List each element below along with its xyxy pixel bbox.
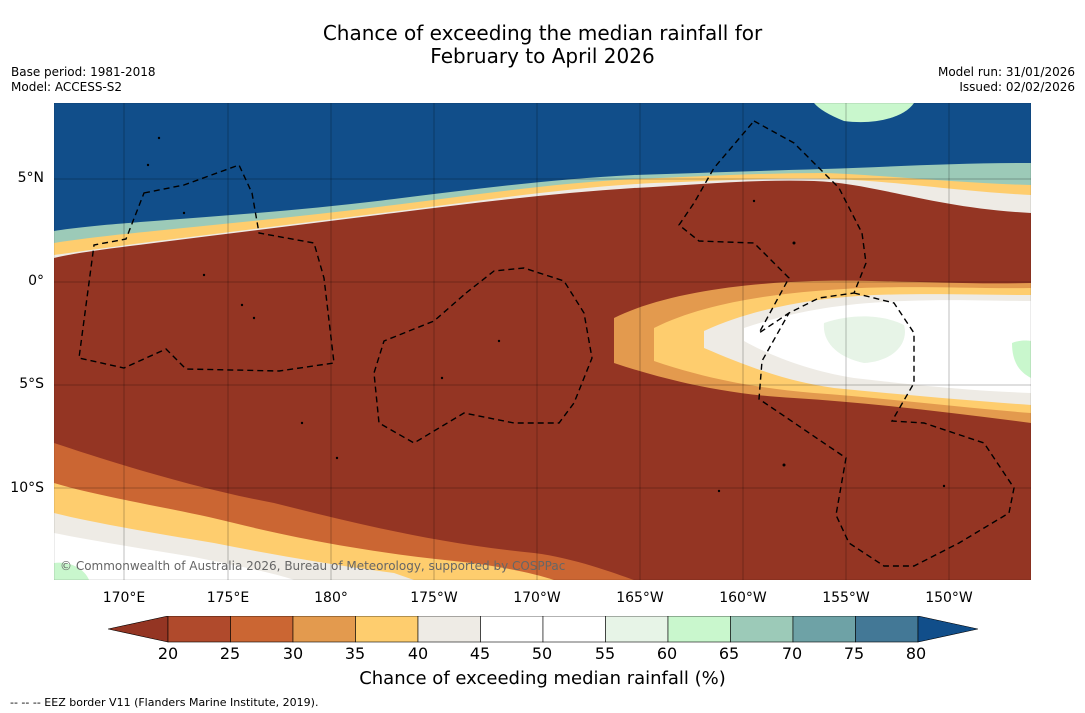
colorbar-segment bbox=[730, 616, 794, 643]
lon-label-175w: 175°W bbox=[410, 590, 458, 606]
colorbar-segment bbox=[355, 616, 419, 643]
colorbar-segment bbox=[167, 616, 231, 643]
colorbar-segment bbox=[417, 616, 481, 643]
colorbar-tick: 75 bbox=[843, 644, 865, 663]
lon-label-160w: 160°W bbox=[719, 590, 767, 606]
lon-label-155w: 155°W bbox=[822, 590, 870, 606]
colorbar-tick: 50 bbox=[531, 644, 553, 663]
lon-label-180: 180° bbox=[314, 590, 348, 606]
colorbar-tick: 25 bbox=[219, 644, 241, 663]
lat-label-5s: 5°S bbox=[19, 376, 44, 392]
lon-label-150w: 150°W bbox=[925, 590, 973, 606]
southwest-white-core bbox=[54, 533, 294, 580]
colorbar-segment bbox=[480, 616, 544, 643]
colorbar-tick: 20 bbox=[157, 644, 179, 663]
gridlines bbox=[54, 103, 1031, 580]
model-name: Model: ACCESS-S2 bbox=[11, 80, 123, 94]
colorbar-segment bbox=[230, 616, 294, 643]
lon-label-175e: 175°E bbox=[206, 590, 250, 606]
colorbar-label: Chance of exceeding median rainfall (%) bbox=[359, 668, 726, 689]
copyright-note: © Commonwealth of Australia 2026, Bureau… bbox=[60, 559, 566, 573]
colorbar-segment bbox=[542, 616, 606, 643]
eez-footnote: -- -- -- EEZ border V11 (Flanders Marine… bbox=[10, 696, 319, 709]
colorbar-tick: 45 bbox=[469, 644, 491, 663]
colorbar-tick: 40 bbox=[407, 644, 429, 663]
colorbar-segment bbox=[605, 616, 669, 643]
southeast-green-patch-east bbox=[1012, 340, 1031, 378]
colorbar-tick: 80 bbox=[905, 644, 927, 663]
chart-title-line1: Chance of exceeding the median rainfall … bbox=[322, 21, 763, 45]
islands bbox=[146, 136, 946, 493]
colorbar-segment bbox=[855, 616, 919, 643]
colorbar-tick: 65 bbox=[718, 644, 740, 663]
colorbar-segment bbox=[667, 616, 731, 643]
eez-tuvalu-kiribati-west bbox=[78, 164, 335, 372]
southwest-green-patch bbox=[54, 562, 89, 580]
lon-label-170w: 170°W bbox=[513, 590, 561, 606]
lon-label-165w: 165°W bbox=[616, 590, 664, 606]
colorbar-tick: 60 bbox=[656, 644, 678, 663]
issued-date: Issued: 02/02/2026 bbox=[959, 80, 1075, 94]
lat-label-10s: 10°S bbox=[10, 480, 44, 496]
colorbar-tick: 55 bbox=[594, 644, 616, 663]
colorbar-tick: 70 bbox=[781, 644, 803, 663]
lat-label-0: 0° bbox=[28, 273, 44, 289]
eez-borders bbox=[78, 120, 1015, 567]
chart-title-line2: February to April 2026 bbox=[430, 44, 655, 68]
eez-french-polynesia bbox=[758, 292, 1015, 567]
eez-line-islands bbox=[678, 120, 867, 334]
colorbar bbox=[108, 616, 978, 643]
base-period: Base period: 1981-2018 bbox=[11, 65, 156, 79]
model-run: Model run: 31/01/2026 bbox=[937, 65, 1075, 79]
southeast-green-patch bbox=[823, 316, 905, 363]
colorbar-segment bbox=[292, 616, 356, 643]
lat-label-5n: 5°N bbox=[17, 170, 44, 186]
colorbar-tick: 35 bbox=[344, 644, 366, 663]
colorbar-segment bbox=[792, 616, 856, 643]
north-green-patch bbox=[814, 103, 914, 123]
colorbar-extend-high bbox=[917, 616, 978, 643]
rainfall-map bbox=[54, 103, 1031, 580]
colorbar-tick: 30 bbox=[282, 644, 304, 663]
colorbar-extend-low bbox=[108, 616, 169, 643]
lon-label-170e: 170°E bbox=[102, 590, 146, 606]
north-wet-band-blue bbox=[54, 103, 1031, 231]
